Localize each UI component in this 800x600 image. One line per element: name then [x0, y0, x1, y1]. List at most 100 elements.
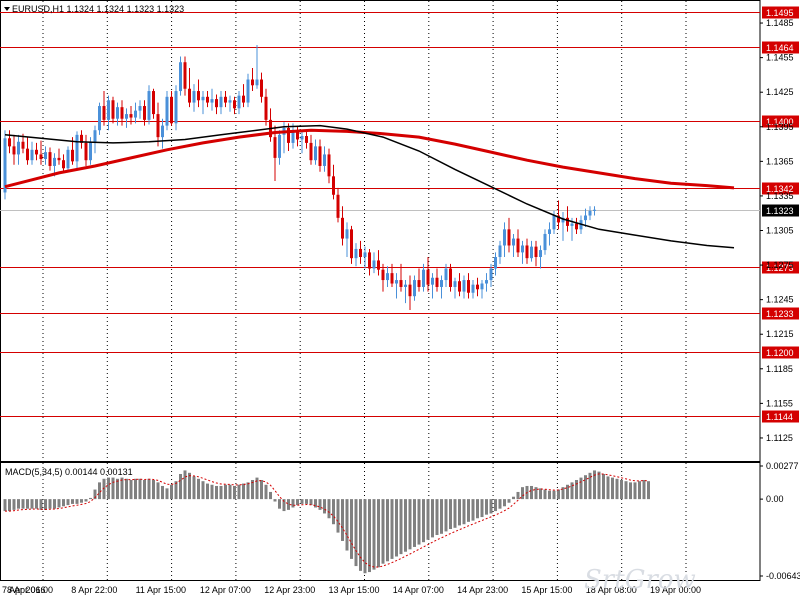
candle-body: [53, 157, 56, 166]
macd-bar: [552, 490, 556, 500]
candle-body: [305, 135, 308, 143]
macd-bar: [323, 499, 326, 514]
macd-bar: [417, 499, 421, 545]
candle-body: [224, 96, 227, 103]
macd-bar: [597, 471, 601, 500]
macd-bar: [561, 487, 565, 500]
level-label-box: [762, 41, 799, 54]
candle-body: [368, 252, 371, 269]
macd-bar: [3, 499, 7, 512]
candle-body: [129, 114, 133, 118]
watermark: SrtGrow: [584, 565, 696, 595]
macd-bar: [341, 499, 344, 541]
macd-bar: [188, 472, 191, 500]
macd-bar: [269, 491, 272, 500]
macd-bar: [377, 499, 380, 568]
candle-body: [381, 269, 385, 281]
x-tick-label: 14 Apr 23:00: [457, 585, 508, 595]
candle-body: [197, 91, 200, 101]
candle-body: [228, 100, 232, 103]
candle-body: [327, 154, 331, 177]
level-label-box: [762, 261, 799, 274]
x-tick-label: 12 Apr 23:00: [264, 585, 315, 595]
macd-bar: [480, 499, 484, 518]
candle-body: [246, 79, 250, 103]
candle-body: [206, 96, 209, 103]
candle-body: [125, 114, 128, 119]
candle-body: [476, 284, 479, 290]
candle-body: [143, 106, 146, 120]
macd-bar: [548, 490, 551, 500]
macd-title: MACD(5,34,5) 0.00144 0.00131: [5, 467, 133, 477]
candle-body: [489, 268, 493, 281]
candle-body: [399, 280, 403, 287]
macd-bar: [399, 499, 403, 555]
candle-body: [84, 142, 88, 161]
candle-body: [314, 146, 317, 161]
y-tick-label: 1.1245: [766, 295, 794, 305]
macd-bar: [174, 481, 178, 500]
macd-bar: [642, 479, 646, 500]
macd-bar: [251, 479, 254, 500]
y-tick-label: 1.1365: [766, 156, 794, 166]
macd-bar: [246, 482, 250, 500]
macd-bar: [575, 479, 578, 500]
candle-body: [413, 280, 416, 297]
candle-body: [444, 268, 448, 281]
macd-bar: [233, 485, 236, 500]
macd-bar: [192, 476, 196, 500]
macd-bar: [350, 499, 353, 559]
candle-body: [530, 246, 533, 259]
x-tick-label: 13 Apr 15:00: [329, 585, 380, 595]
candle-body: [588, 210, 592, 216]
candle-body: [89, 141, 92, 161]
macd-bar: [543, 489, 547, 500]
candle-body: [431, 277, 434, 285]
macd-bar: [17, 499, 20, 509]
macd-bar: [516, 491, 520, 500]
level-label-box: [762, 410, 799, 423]
macd-bar: [318, 499, 322, 510]
macd-bar: [570, 482, 574, 500]
macd-bar: [539, 488, 542, 500]
macd-bar: [584, 475, 587, 500]
candle-body: [494, 257, 497, 269]
x-tick-label: 14 Apr 07:00: [393, 585, 444, 595]
candle-body: [593, 209, 596, 211]
candle-body: [345, 229, 349, 239]
y-tick-label: 1.1155: [766, 398, 793, 408]
candle-body: [111, 100, 115, 119]
level-label: 1.1273: [766, 263, 794, 273]
chevron-down-icon[interactable]: [4, 7, 10, 11]
candle-body: [237, 95, 241, 109]
macd-bar: [48, 499, 52, 509]
current-price-label: 1.1323: [766, 206, 794, 216]
candle-body: [521, 245, 524, 253]
level-label-box: [762, 6, 799, 19]
candle-body: [462, 280, 466, 292]
macd-bar: [53, 499, 56, 509]
candle-body: [512, 238, 515, 246]
level-label: 1.1233: [766, 309, 794, 319]
candle-body: [278, 134, 281, 158]
macd-bar: [372, 499, 376, 570]
candle-body: [201, 96, 205, 101]
macd-bar: [291, 499, 295, 508]
macd-bar: [170, 484, 173, 500]
main-grid: [0, 0, 761, 581]
macd-bar: [39, 499, 43, 510]
candle-body: [422, 269, 425, 287]
macd-bar: [219, 485, 223, 500]
macd-bar: [138, 478, 142, 500]
candle-body: [318, 146, 322, 166]
macd-bar: [404, 499, 407, 552]
x-tick-label: 12 Apr 07:00: [200, 585, 251, 595]
candle-body: [102, 106, 106, 120]
candle-body: [561, 217, 565, 223]
macd-bar: [143, 479, 146, 500]
y-tick-label: 1.1335: [766, 191, 794, 201]
candle-body: [179, 62, 182, 92]
macd-bar: [557, 489, 560, 500]
